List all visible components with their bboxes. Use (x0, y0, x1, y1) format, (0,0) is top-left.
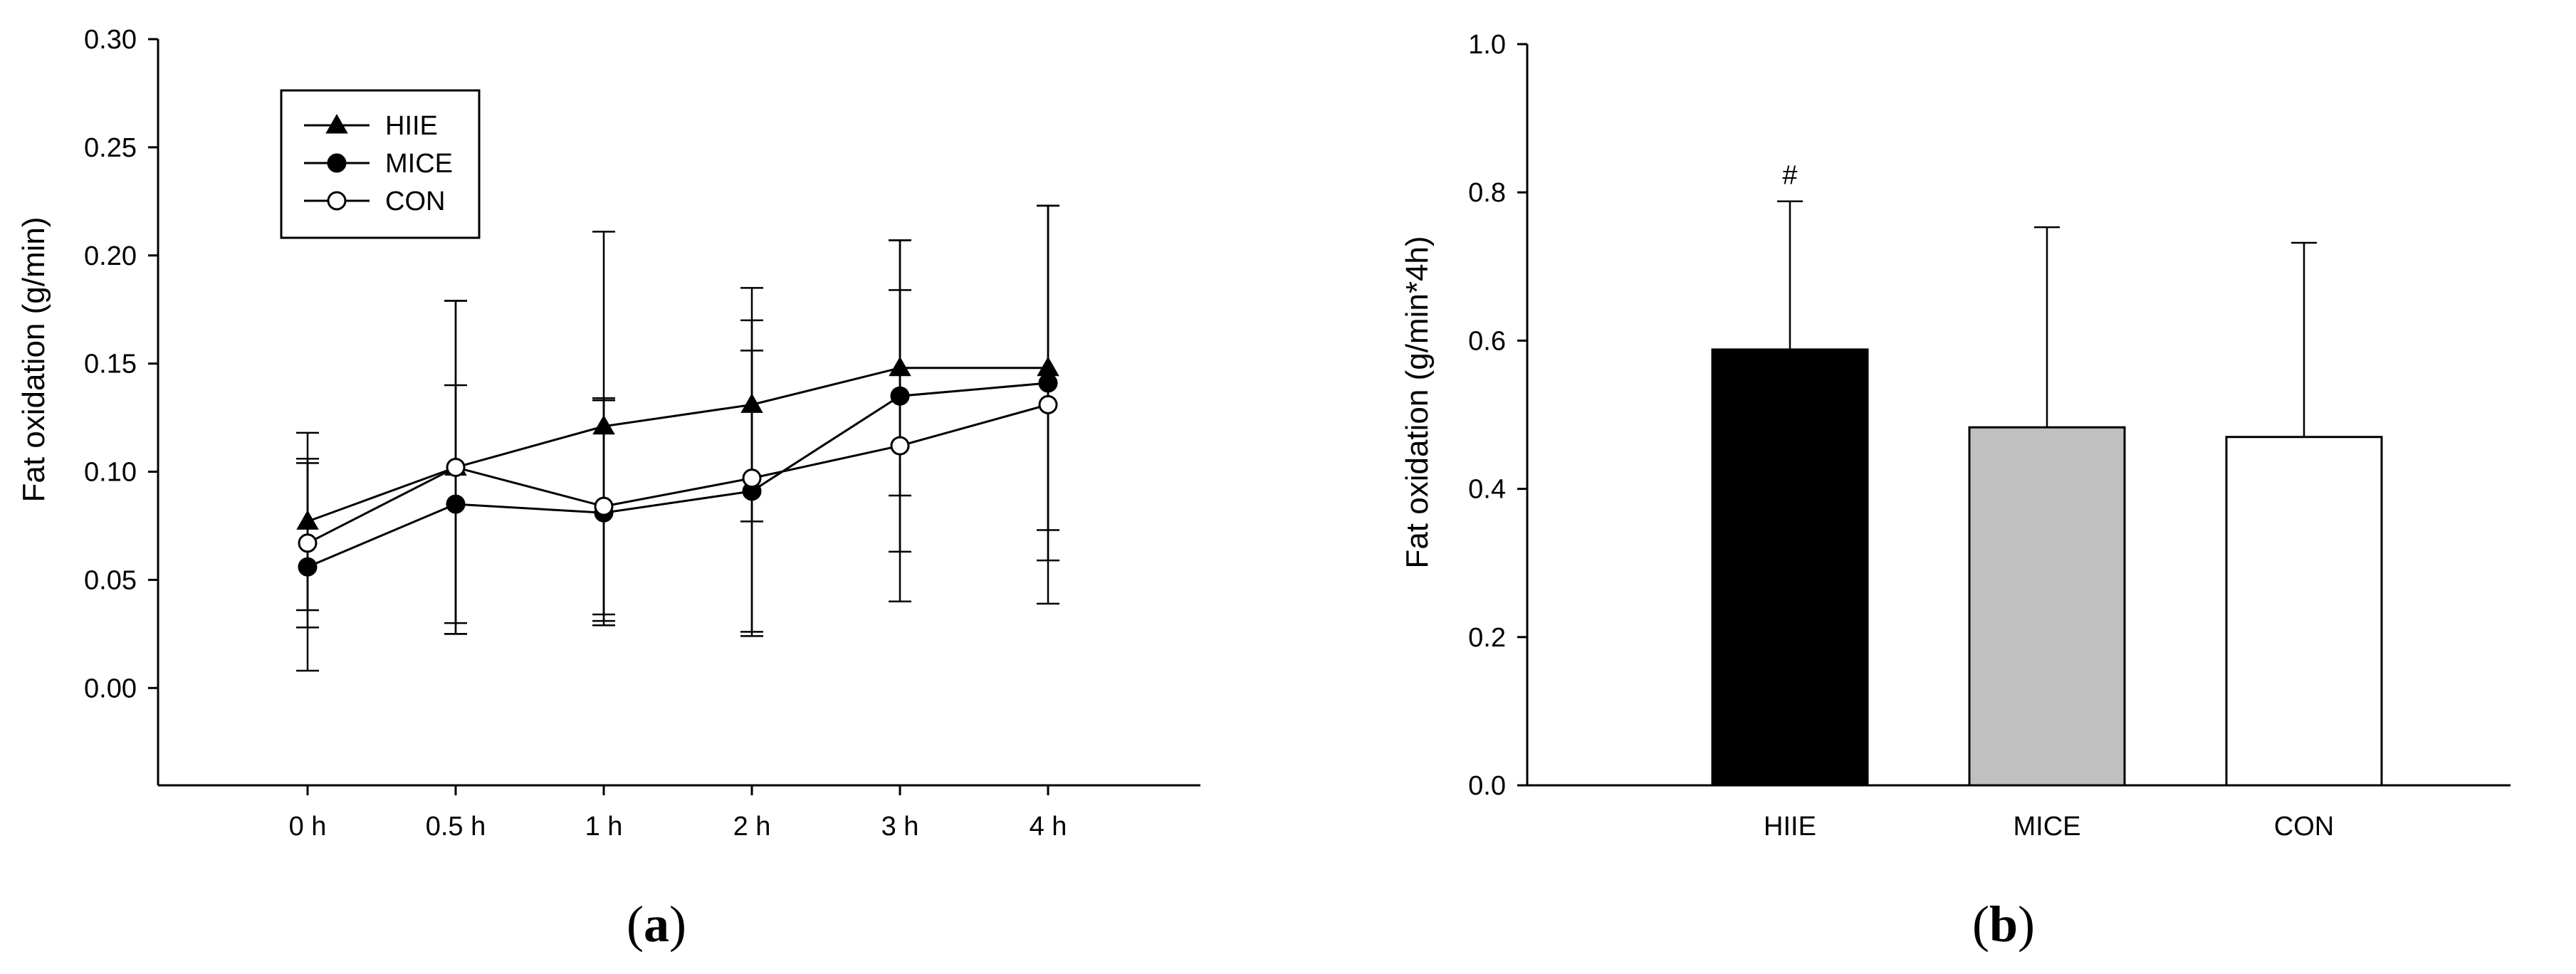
legend-marker-mice (327, 153, 347, 173)
legend-label-mice: MICE (385, 149, 453, 179)
data-point-hiie (592, 414, 615, 435)
panel-b-y-tick-label: 0.6 (1468, 326, 1506, 356)
series-line-con (307, 403, 1049, 545)
panel-a-y-tick-label: 0.25 (84, 133, 137, 163)
series-line-mice (307, 382, 1049, 568)
panel-b-y-tick-label: 1.0 (1468, 30, 1506, 60)
panel-b-y-tick-label: 0.2 (1468, 623, 1506, 653)
panel-a-y-tick-label: 0.05 (84, 565, 137, 595)
panel-a-y-tick-label: 0.15 (84, 350, 137, 379)
panel-a-x-tick-label: 3 h (881, 812, 919, 842)
legend-marker-con (327, 191, 347, 211)
data-point-hiie (740, 393, 763, 413)
data-point-con (298, 533, 318, 553)
panel-a-y-axis-title: Fat oxidation (g/min) (16, 216, 51, 502)
panel-b-x-tick-label: HIIE (1764, 812, 1816, 842)
panel-b-x-tick-label: CON (2274, 812, 2334, 842)
panel-b: Fat oxidation (g/min*4h) 0.0 0.2 0.4 0.6 0.8… (1400, 30, 2510, 842)
panel-a-y-tick-label: 0.10 (84, 458, 137, 488)
panel-b-label: (b) (1972, 896, 2035, 953)
bar-con (2225, 436, 2383, 787)
data-point-con (594, 496, 614, 516)
series-line-hiie (307, 367, 1048, 523)
bar-hiie (1711, 348, 1869, 787)
annotation-hiie: # (1782, 161, 1797, 191)
panel-a-x-tick-label: 0 h (289, 812, 327, 842)
data-point-mice (446, 494, 466, 514)
panel-a-x-tick-label: 1 h (585, 812, 623, 842)
data-point-hiie (296, 510, 319, 530)
legend-box (280, 89, 481, 239)
legend-label-hiie: HIIE (385, 111, 438, 141)
panel-b-y-tick-label: 0.8 (1468, 178, 1506, 208)
panel-b-y-axis-title: Fat oxidation (g/min*4h) (1400, 236, 1435, 568)
data-point-con (1038, 394, 1058, 414)
data-point-hiie (1037, 356, 1059, 377)
panel-a: Fat oxidation (g/min) 0.00 0.05 0.10 0.15 0.… (16, 25, 1200, 842)
data-point-hiie (889, 356, 911, 377)
panel-a-y-tick-label: 0.20 (84, 241, 137, 271)
data-point-mice (890, 386, 910, 406)
legend-marker-hiie (325, 113, 348, 134)
panel-a-y-tick-label: 0.00 (84, 674, 137, 703)
bar-mice (1968, 426, 2126, 787)
panel-b-y-tick-label: 0.4 (1468, 475, 1506, 505)
legend-label-con: CON (385, 187, 445, 216)
data-point-mice (1038, 373, 1058, 393)
data-point-mice (298, 557, 318, 577)
data-point-con (742, 468, 762, 488)
panel-b-x-tick-label: MICE (2014, 812, 2081, 842)
panel-a-x-tick-label: 2 h (733, 812, 771, 842)
panel-b-y-tick-label: 0.0 (1468, 771, 1506, 801)
data-point-con (446, 457, 466, 477)
data-point-con (890, 436, 910, 456)
panel-a-y-tick-label: 0.30 (84, 25, 137, 55)
panel-a-x-tick-label: 4 h (1030, 812, 1067, 842)
panel-a-x-tick-label: 0.5 h (426, 812, 486, 842)
panel-a-label: (a) (627, 896, 686, 953)
